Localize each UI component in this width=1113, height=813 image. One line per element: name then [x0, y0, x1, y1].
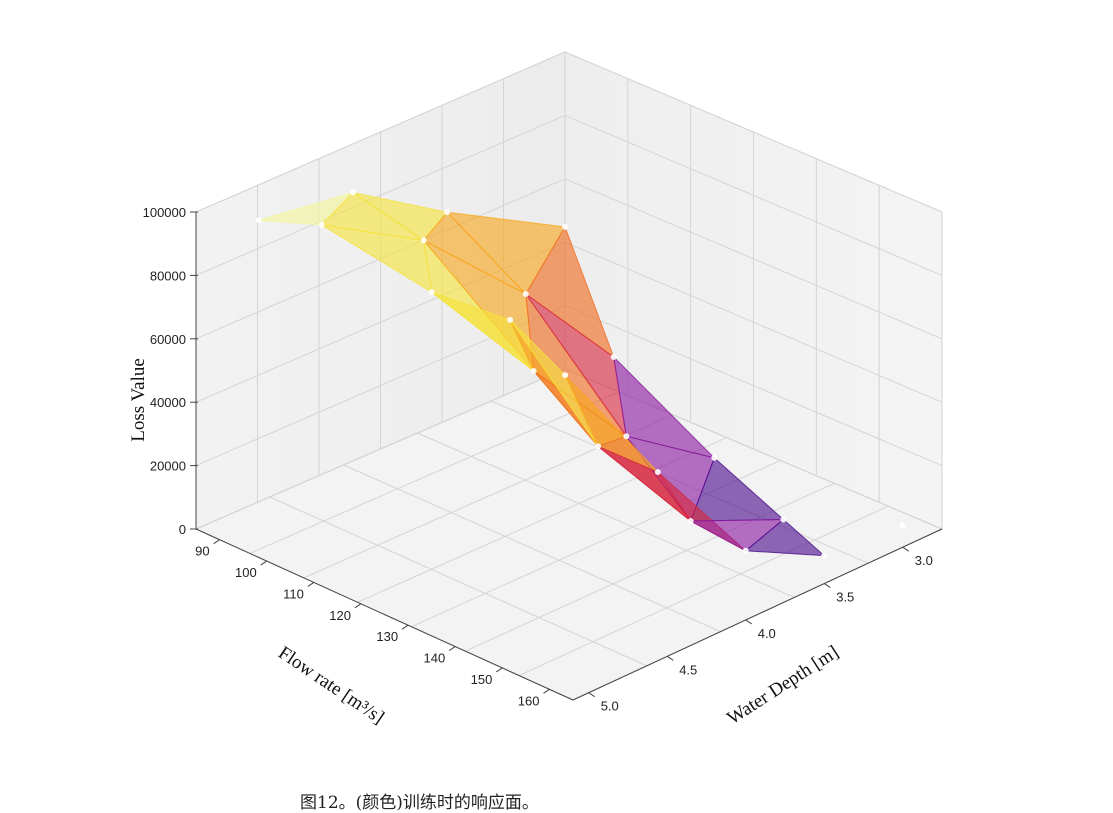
- grid-line: [518, 505, 889, 677]
- grid-line: [269, 496, 648, 667]
- x-tick-mark: [213, 539, 220, 545]
- sample-point: [350, 189, 356, 196]
- z-axis-ticks: 0 20000 40000 60000 80000 100000: [143, 205, 198, 537]
- x-tick-mark: [543, 688, 550, 694]
- y-axis-ticks: 3.0 3.5 4.0 4.5 5.0: [588, 546, 933, 714]
- x-tick-label: 120: [329, 608, 351, 623]
- sample-point: [420, 237, 427, 244]
- x-axis-ticks: 90 100 110 120 130 140 150 160: [195, 539, 550, 708]
- figure-caption: 图12。(颜色)训练时的响应面。: [300, 793, 539, 813]
- y-axis-line: [572, 528, 943, 701]
- response-surface: [258, 191, 826, 557]
- x-tick-mark: [260, 560, 267, 566]
- sample-point: [899, 522, 906, 529]
- y-tick-mark: [902, 546, 910, 552]
- y-tick-mark: [823, 583, 831, 588]
- z-tick-label: 100000: [143, 205, 186, 220]
- surface-facet: [744, 518, 826, 557]
- sample-point: [654, 469, 661, 475]
- sample-point: [821, 552, 828, 559]
- x-axis-label: Flow rate [m³/s]: [274, 642, 388, 728]
- x-tick-mark: [401, 624, 409, 630]
- sample-point: [687, 518, 694, 524]
- y-tick-mark: [745, 619, 753, 625]
- grid-line: [195, 368, 566, 530]
- sample-point: [522, 291, 529, 297]
- grid-line: [564, 178, 943, 340]
- sample-point: [711, 454, 718, 461]
- y-tick-label: 3.5: [836, 590, 854, 605]
- y-tick-label: 3.0: [915, 553, 933, 568]
- y-tick-mark: [588, 692, 595, 698]
- sample-point: [444, 209, 451, 216]
- y-axis-label: Water Depth [m]: [724, 642, 843, 729]
- sample-point: [562, 223, 568, 230]
- x-tick-label: 90: [195, 544, 209, 559]
- z-tick-label: 80000: [150, 268, 186, 283]
- sample-point: [595, 443, 602, 450]
- sample-point: [610, 354, 617, 360]
- grid-line: [249, 391, 620, 554]
- grid-line: [564, 305, 943, 467]
- grid-line: [564, 114, 943, 276]
- y-tick-label: 4.0: [758, 626, 776, 641]
- sample-point: [530, 368, 537, 374]
- sample-point: [562, 372, 569, 379]
- grid-line: [195, 51, 566, 213]
- sample-points: [255, 189, 906, 559]
- y-tick-label: 4.5: [679, 662, 697, 677]
- z-axis-label: Loss Value: [128, 358, 149, 442]
- x-tick-label: 100: [235, 565, 257, 580]
- x-axis-line: [195, 528, 574, 701]
- x-tick-mark: [448, 646, 456, 651]
- grid-line: [564, 51, 943, 213]
- grid-line: [417, 432, 795, 598]
- sample-point: [318, 221, 325, 228]
- sample-point: [255, 217, 262, 224]
- x-tick-mark: [354, 603, 362, 609]
- y-tick-label: 5.0: [601, 699, 619, 714]
- x-tick-mark: [307, 582, 315, 587]
- grid-line: [343, 464, 721, 633]
- z-tick-label: 0: [179, 522, 186, 537]
- grid-line: [564, 241, 943, 403]
- y-tick-mark: [666, 655, 674, 661]
- z-tick-label: 60000: [150, 332, 186, 347]
- x-tick-label: 140: [423, 651, 445, 666]
- sample-point: [623, 433, 630, 440]
- sample-point: [742, 547, 749, 554]
- z-tick-label: 20000: [150, 459, 186, 474]
- sample-point: [428, 289, 435, 296]
- z-tick-label: 40000: [150, 395, 186, 410]
- x-tick-label: 130: [376, 629, 398, 644]
- x-tick-label: 160: [518, 693, 540, 708]
- sample-point: [507, 316, 514, 323]
- sample-point: [780, 516, 787, 523]
- x-tick-label: 150: [471, 672, 493, 687]
- x-tick-label: 110: [283, 586, 304, 601]
- grid-line: [195, 114, 566, 276]
- x-tick-mark: [496, 667, 503, 673]
